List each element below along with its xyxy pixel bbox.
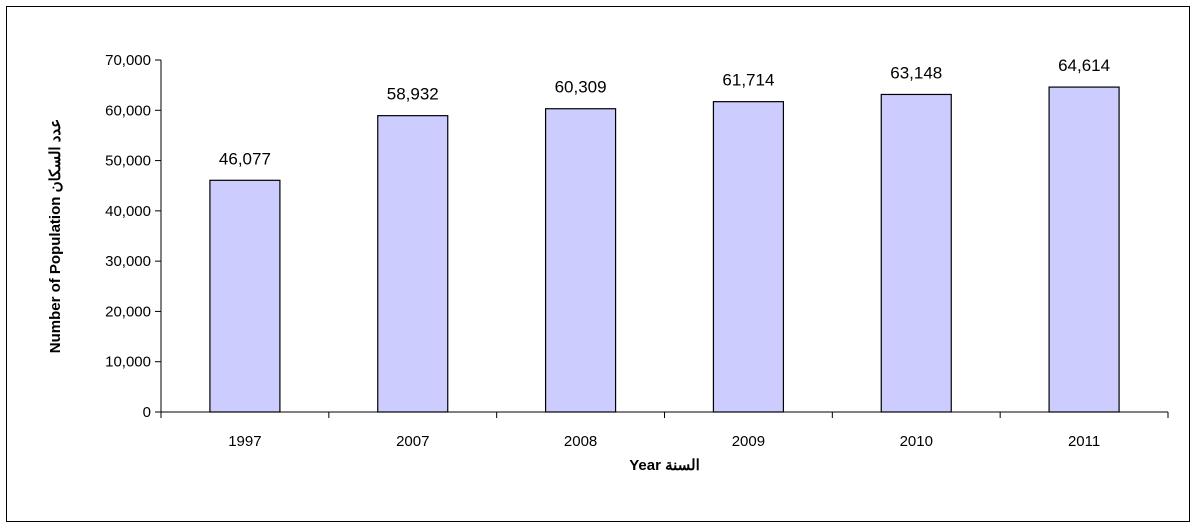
data-label: 46,077 — [219, 149, 271, 168]
data-label: 63,148 — [890, 63, 942, 82]
x-axis: 1997 2007 2008 2009 2010 2011 — [160, 411, 1169, 450]
bar — [377, 115, 449, 413]
bar — [209, 179, 281, 413]
bar — [544, 108, 617, 413]
y-tick-label: 60,000 — [105, 102, 151, 119]
y-tick-label: 0 — [143, 404, 151, 421]
data-label: 60,309 — [555, 78, 607, 97]
y-tick-label: 50,000 — [105, 153, 151, 170]
x-tick-label: 2010 — [900, 433, 933, 450]
y-axis: 0 10,000 20,000 30,000 40,000 50,000 60,000 70,… — [105, 52, 162, 421]
y-tick-label: 40,000 — [105, 203, 151, 220]
bar — [712, 101, 785, 413]
y-axis-title: Number of Population عدد السكان — [47, 119, 64, 354]
x-tick-label: 1997 — [228, 433, 261, 450]
x-axis-title: Year السنة — [629, 457, 700, 474]
y-tick-label: 20,000 — [105, 303, 151, 320]
data-label: 61,714 — [722, 71, 774, 90]
bars — [209, 86, 1120, 413]
x-tick-label: 2007 — [396, 433, 429, 450]
bar — [1048, 86, 1120, 413]
data-label: 58,932 — [387, 85, 439, 104]
data-label: 64,614 — [1058, 56, 1110, 75]
bar — [880, 93, 952, 413]
data-labels: 46,077 58,932 60,309 61,714 63,148 64,614 — [219, 56, 1110, 168]
y-tick-label: 30,000 — [105, 253, 151, 270]
x-tick-label: 2008 — [564, 433, 597, 450]
x-tick-label: 2011 — [1068, 433, 1100, 450]
x-tick-label: 2009 — [732, 433, 765, 450]
y-tick-label: 10,000 — [105, 354, 151, 371]
y-tick-label: 70,000 — [105, 52, 151, 69]
